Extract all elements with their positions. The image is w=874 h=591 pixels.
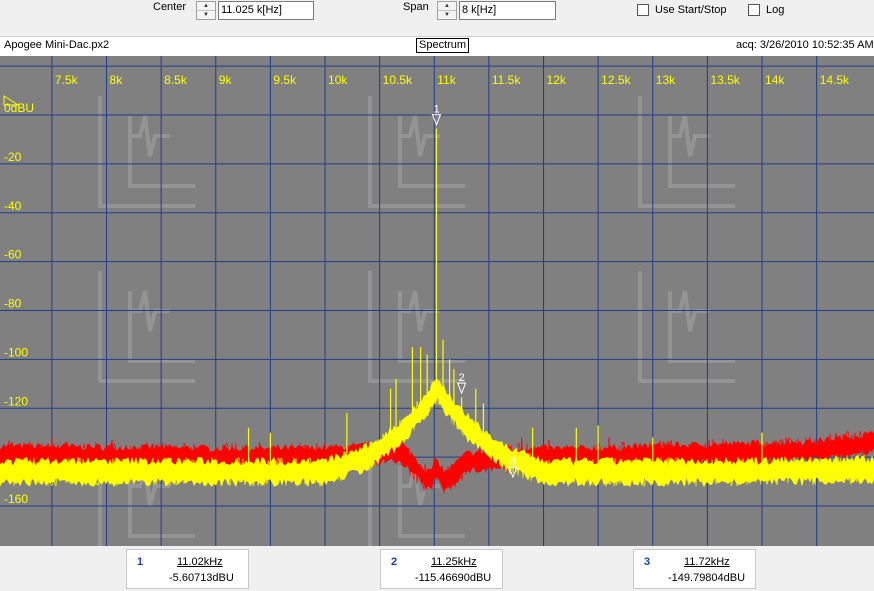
marker-triangle-icon: [456, 382, 467, 395]
x-tick-label: 7.5k: [55, 73, 79, 87]
marker-level: -115.46690dBU: [415, 572, 492, 584]
log-label: Log: [766, 4, 785, 16]
span-input[interactable]: 8 k[Hz]: [459, 1, 556, 20]
watermark-stroke: [368, 96, 465, 208]
marker-label: 1: [433, 104, 439, 116]
x-tick-label: 12k: [547, 73, 567, 87]
marker-number: 3: [644, 556, 651, 568]
marker-readout-1[interactable]: 1 11.02kHz -5.60713dBU: [126, 549, 249, 589]
x-tick-label: 8k: [110, 73, 124, 87]
watermark-stroke: [368, 446, 465, 546]
watermark-stroke: [670, 115, 710, 157]
watermark-logo-mark: [638, 96, 735, 208]
marker-frequency[interactable]: 11.25kHz: [431, 556, 477, 568]
y-tick-label: -100: [4, 345, 28, 359]
x-tick-label: 10.5k: [383, 73, 413, 87]
watermark-stroke: [130, 465, 170, 507]
marker-label: 2: [459, 372, 465, 384]
file-name: Apogee Mini-Dac.px2: [4, 39, 110, 51]
watermark-stroke: [638, 271, 735, 383]
spin-up-icon[interactable]: ▲: [438, 2, 456, 11]
center-label: Center: [153, 1, 187, 13]
use-start-stop-label: Use Start/Stop: [655, 4, 727, 16]
spin-down-icon[interactable]: ▼: [203, 12, 209, 18]
y-axis-ticks: 0dBU -20 -40 -60 -80 -100 -120 -160: [3, 95, 34, 506]
info-bar: Apogee Mini-Dac.px2 Spectrum acq: 3/26/2…: [0, 36, 874, 57]
spin-up-icon[interactable]: ▲: [197, 2, 215, 11]
y-tick-label: -160: [4, 492, 28, 506]
x-tick-label: 9k: [219, 73, 233, 87]
marker-readout-bar: 1 11.02kHz -5.60713dBU 2 11.25kHz -115.4…: [0, 546, 874, 591]
marker-readout-2[interactable]: 2 11.25kHz -115.46690dBU: [380, 549, 503, 589]
x-tick-label: 8.5k: [164, 73, 188, 87]
y-tick-label: -40: [4, 199, 22, 213]
x-axis-ticks: 7.5k 8k 8.5k 9k 9.5k 10k 10.5k 11k 11.5k 12k 12.5k…: [55, 73, 850, 87]
noise-band: [0, 379, 874, 488]
y-tick-label: 0dBU: [4, 101, 34, 115]
x-tick-label: 9.5k: [273, 73, 297, 87]
trace-series: [0, 128, 874, 488]
x-tick-label: 11k: [437, 73, 456, 87]
y-tick-label: -60: [4, 248, 22, 262]
span-spinner[interactable]: ▲ ▼: [437, 1, 457, 20]
x-tick-label: 12.5k: [601, 73, 631, 87]
x-tick-label: 14.5k: [820, 73, 850, 87]
watermark-stroke: [638, 96, 735, 208]
marker-number: 2: [391, 556, 398, 568]
center-spinner[interactable]: ▲ ▼: [196, 1, 216, 20]
marker-frequency[interactable]: 11.72kHz: [684, 556, 730, 568]
x-tick-label: 14k: [765, 73, 785, 87]
y-tick-label: -20: [4, 150, 22, 164]
spectrum-plot[interactable]: 7.5k 8k 8.5k 9k 9.5k 10k 10.5k 11k 11.5k 12k 12.5k…: [0, 56, 874, 546]
traces: [0, 128, 874, 494]
reference-level-icon: [3, 95, 20, 106]
marker-number: 1: [137, 556, 144, 568]
spin-down-icon[interactable]: ▼: [444, 12, 450, 18]
marker-triangle-icon: [508, 466, 518, 479]
watermark-logo-mark: [368, 96, 465, 208]
marker-level: -149.79804dBU: [668, 572, 746, 584]
marker-frequency[interactable]: 11.02kHz: [177, 556, 223, 568]
watermark-stroke: [98, 96, 195, 208]
watermark-stroke: [400, 115, 440, 157]
y-tick-label: -80: [4, 297, 22, 311]
center-input[interactable]: 11.025 k[Hz]: [218, 1, 314, 20]
log-checkbox[interactable]: [748, 4, 760, 16]
x-tick-label: 11.5k: [492, 73, 521, 87]
acquisition-timestamp: acq: 3/26/2010 10:52:35 AM: [736, 39, 874, 51]
x-tick-label: 10k: [328, 73, 348, 87]
spectrum-view-button[interactable]: Spectrum: [416, 38, 470, 53]
marker-label: 3: [510, 456, 516, 468]
y-tick-label: -120: [4, 394, 28, 408]
x-tick-label: 13k: [656, 73, 676, 87]
watermark-logo-mark: [98, 96, 195, 208]
toolbar: Center ▲ ▼ 11.025 k[Hz] Span ▲ ▼ 8 k[Hz]…: [0, 0, 874, 35]
span-label: Span: [403, 1, 429, 13]
watermark-stroke: [98, 271, 195, 383]
x-tick-label: 13.5k: [710, 73, 740, 87]
watermark-stroke: [130, 115, 170, 157]
use-start-stop-checkbox[interactable]: [637, 4, 649, 16]
marker-triangle-icon: [431, 114, 442, 127]
marker-readout-3[interactable]: 3 11.72kHz -149.79804dBU: [633, 549, 756, 589]
markers: 1 2 3: [431, 104, 518, 479]
marker-level: -5.60713dBU: [169, 572, 234, 584]
